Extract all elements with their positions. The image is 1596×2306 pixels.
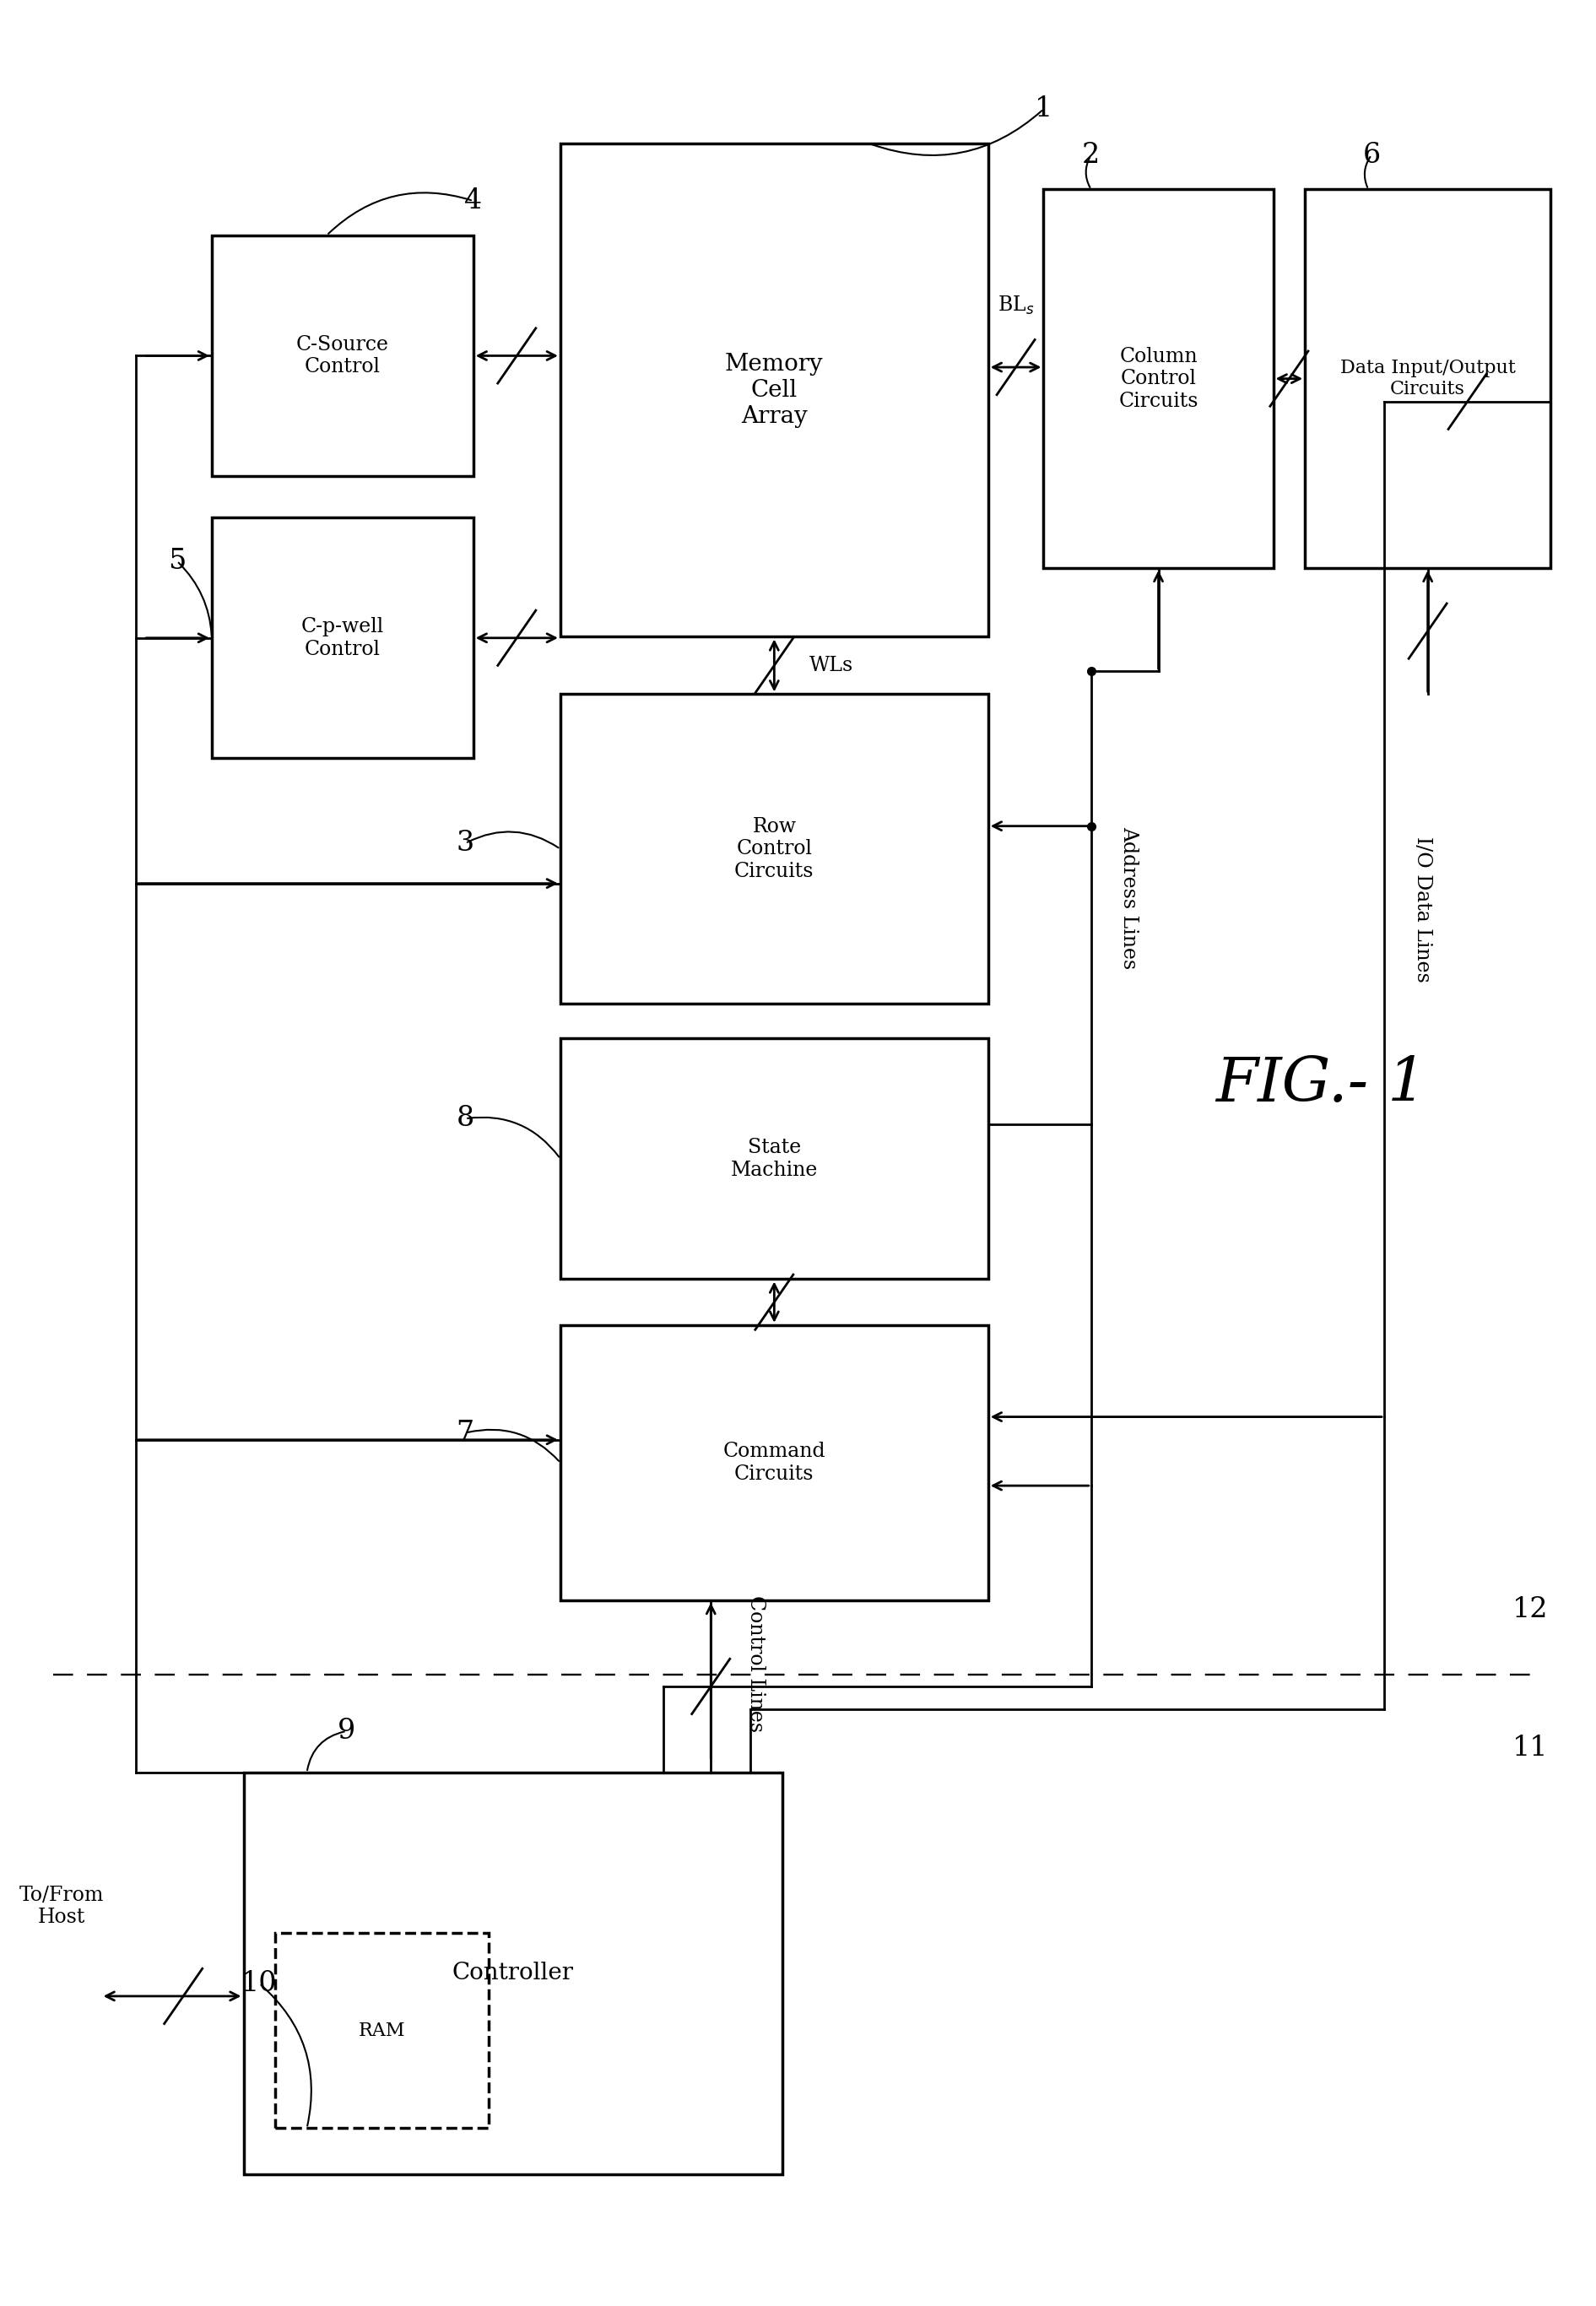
Text: 8: 8 bbox=[456, 1105, 474, 1132]
Text: Control Lines: Control Lines bbox=[745, 1596, 764, 1732]
Text: 2: 2 bbox=[1082, 141, 1100, 168]
Text: 3: 3 bbox=[456, 830, 474, 858]
Text: Memory
Cell
Array: Memory Cell Array bbox=[725, 353, 824, 429]
Bar bbox=[560, 694, 988, 1003]
Text: 6: 6 bbox=[1363, 141, 1381, 168]
Bar bbox=[560, 143, 988, 636]
Bar bbox=[275, 1932, 488, 2128]
Text: BL$_s$: BL$_s$ bbox=[998, 295, 1034, 316]
Text: C-p-well
Control: C-p-well Control bbox=[302, 618, 385, 660]
Text: State
Machine: State Machine bbox=[731, 1137, 817, 1181]
Bar bbox=[1306, 189, 1551, 567]
Text: 4: 4 bbox=[464, 187, 482, 214]
Text: To/From
Host: To/From Host bbox=[19, 1886, 104, 1928]
Text: FIG.- 1: FIG.- 1 bbox=[1215, 1054, 1427, 1114]
Text: 11: 11 bbox=[1511, 1734, 1548, 1762]
Text: Column
Control
Circuits: Column Control Circuits bbox=[1119, 346, 1199, 410]
Text: Command
Circuits: Command Circuits bbox=[723, 1441, 825, 1483]
Text: WLs: WLs bbox=[809, 655, 854, 676]
Text: 5: 5 bbox=[168, 547, 187, 574]
Text: Row
Control
Circuits: Row Control Circuits bbox=[734, 816, 814, 881]
Text: C-Source
Control: C-Source Control bbox=[297, 334, 389, 376]
Bar bbox=[244, 1773, 782, 2175]
Text: Data Input/Output
Circuits: Data Input/Output Circuits bbox=[1341, 360, 1516, 399]
Text: I/O Data Lines: I/O Data Lines bbox=[1412, 837, 1432, 982]
Text: 10: 10 bbox=[241, 1969, 278, 1997]
Bar bbox=[212, 517, 474, 759]
Text: 9: 9 bbox=[337, 1718, 356, 1746]
Bar bbox=[1044, 189, 1274, 567]
Text: 1: 1 bbox=[1034, 95, 1052, 122]
Bar bbox=[560, 1038, 988, 1280]
Text: 12: 12 bbox=[1511, 1596, 1548, 1623]
Text: Address Lines: Address Lines bbox=[1120, 826, 1140, 969]
Text: 7: 7 bbox=[456, 1420, 474, 1446]
Text: Controller: Controller bbox=[452, 1962, 573, 1985]
Bar bbox=[212, 235, 474, 475]
Text: RAM: RAM bbox=[359, 2022, 405, 2041]
Bar bbox=[560, 1326, 988, 1600]
